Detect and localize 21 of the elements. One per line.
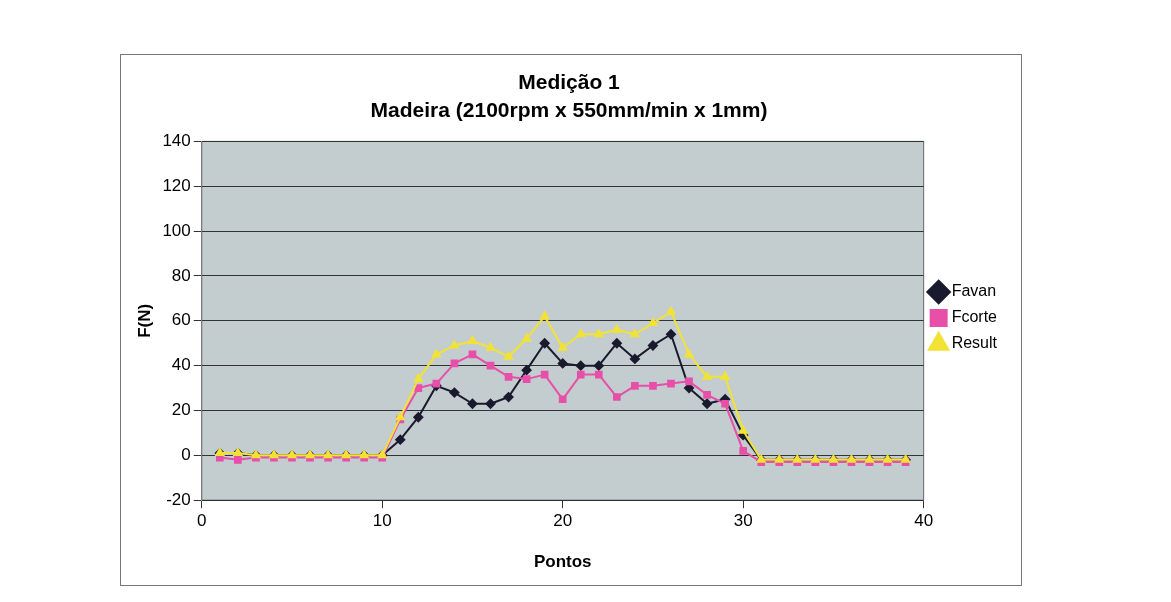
y-tick-label: 120 (162, 175, 191, 195)
y-axis-title: F(N) (134, 303, 154, 338)
x-tick-label: 0 (197, 511, 207, 531)
x-tick-label: 10 (372, 511, 392, 531)
y-tick-label: -20 (166, 489, 191, 509)
legend-label: Fcorte (951, 308, 998, 326)
x-axis-title: Pontos (533, 552, 592, 572)
chart-subtitle: Madeira (2100rpm x 550mm/min x 1mm) (370, 97, 768, 121)
x-tick-label: 30 (733, 511, 753, 531)
legend-label: Favan (951, 282, 997, 300)
y-tick-label: 60 (171, 310, 191, 330)
chart-title: Medição 1 (518, 70, 621, 94)
y-tick-label: 0 (181, 445, 191, 465)
y-tick-label: 40 (171, 355, 191, 375)
y-tick-label: 80 (171, 265, 191, 285)
y-tick-label: 140 (162, 131, 191, 151)
y-tick-label: 20 (171, 400, 191, 420)
legend-label: Result (951, 334, 998, 352)
x-tick-label: 40 (914, 511, 934, 531)
x-tick-label: 20 (553, 511, 573, 531)
y-tick-label: 100 (162, 220, 191, 240)
